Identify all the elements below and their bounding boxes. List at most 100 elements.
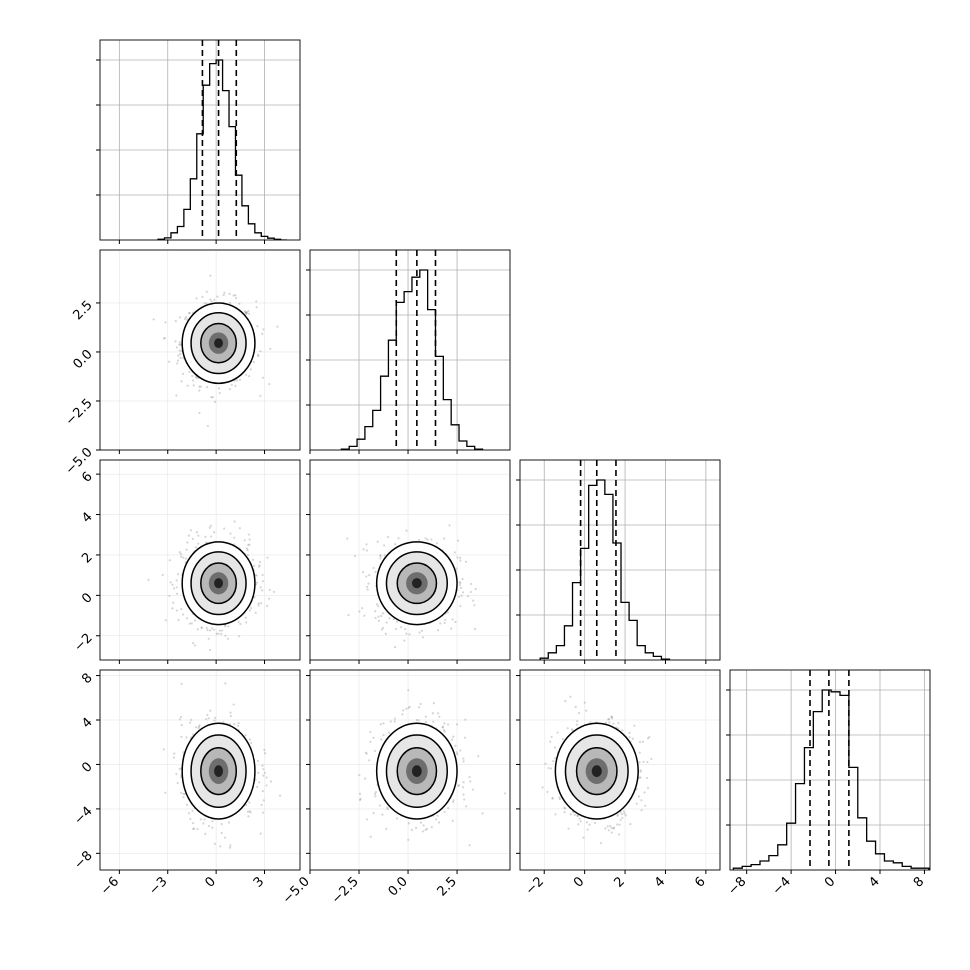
scatter-point bbox=[208, 648, 212, 651]
scatter-point bbox=[211, 396, 214, 399]
scatter-point bbox=[616, 814, 619, 817]
scatter-point bbox=[638, 740, 642, 743]
scatter-point bbox=[399, 626, 403, 629]
contour-1 bbox=[190, 734, 247, 809]
scatter-point bbox=[374, 795, 377, 798]
scatter-point bbox=[213, 719, 216, 722]
scatter-point bbox=[258, 564, 261, 567]
scatter-point bbox=[453, 551, 456, 554]
scatter-point bbox=[255, 581, 259, 584]
scatter-point bbox=[386, 535, 389, 539]
panel-frame bbox=[519, 669, 721, 871]
scatter-point bbox=[257, 354, 260, 358]
scatter-point bbox=[246, 549, 249, 552]
scatter-point bbox=[196, 827, 199, 831]
scatter-point bbox=[147, 578, 150, 581]
scatter-point bbox=[639, 770, 642, 773]
scatter-point bbox=[554, 746, 557, 749]
scatter-point bbox=[183, 792, 186, 796]
x-tick-label: 2 bbox=[611, 874, 627, 890]
scatter-point bbox=[224, 682, 227, 685]
scatter-point bbox=[206, 629, 209, 632]
scatter-point bbox=[392, 618, 395, 621]
scatter-point bbox=[168, 594, 171, 598]
scatter-point bbox=[185, 736, 188, 739]
scatter-point bbox=[624, 814, 627, 817]
scatter-point bbox=[618, 833, 621, 836]
scatter-point bbox=[365, 549, 369, 552]
scatter-point bbox=[257, 565, 261, 568]
scatter-point bbox=[205, 302, 208, 305]
scatter-point bbox=[382, 626, 385, 630]
scatter-point bbox=[372, 812, 375, 815]
scatter-point bbox=[255, 300, 258, 303]
scatter-point bbox=[442, 728, 445, 732]
scatter-point bbox=[244, 311, 247, 314]
scatter-point bbox=[206, 713, 209, 716]
scatter-point bbox=[616, 823, 619, 826]
scatter-point bbox=[443, 730, 446, 733]
scatter-point bbox=[249, 368, 252, 371]
scatter-point bbox=[417, 538, 421, 542]
scatter-point bbox=[198, 724, 201, 727]
scatter-point bbox=[191, 809, 194, 813]
scatter-point bbox=[163, 337, 166, 340]
scatter-point bbox=[582, 836, 585, 839]
scatter-point bbox=[244, 311, 248, 315]
x-tick-label: 4 bbox=[652, 874, 668, 890]
contour-1 bbox=[190, 551, 247, 616]
scatter-point bbox=[244, 734, 247, 737]
scatter-point bbox=[238, 635, 241, 638]
histogram-panel-0 bbox=[96, 39, 301, 244]
scatter-point bbox=[195, 297, 198, 300]
scatter-point bbox=[198, 411, 201, 415]
histogram-panel-2 bbox=[516, 459, 721, 664]
scatter-point bbox=[463, 798, 466, 801]
scatter-point bbox=[382, 612, 385, 615]
scatter-point bbox=[419, 821, 422, 824]
scatter-point bbox=[191, 379, 195, 382]
scatter-point bbox=[259, 832, 262, 835]
scatter-point bbox=[641, 740, 645, 743]
scatter-point bbox=[174, 340, 177, 343]
scatter-point bbox=[178, 551, 181, 554]
scatter-point bbox=[257, 602, 260, 605]
scatter-point bbox=[372, 736, 375, 739]
scatter-point bbox=[169, 581, 172, 584]
scatter-point bbox=[192, 827, 195, 830]
scatter-point bbox=[209, 524, 213, 527]
scatter-point bbox=[374, 790, 378, 794]
scatter-point bbox=[458, 581, 461, 584]
histogram-step-0 bbox=[157, 59, 288, 240]
scatter-point bbox=[265, 784, 268, 787]
scatter-point bbox=[163, 337, 166, 340]
scatter-point bbox=[173, 752, 176, 755]
scatter-point bbox=[561, 737, 565, 741]
scatter-point bbox=[553, 757, 557, 760]
scatter-point bbox=[620, 812, 623, 816]
scatter-point bbox=[407, 706, 410, 709]
scatter-point bbox=[393, 717, 397, 720]
scatter-point bbox=[217, 632, 220, 635]
scatter-point bbox=[377, 619, 381, 622]
contour-0 bbox=[181, 722, 256, 820]
scatter-point bbox=[177, 573, 180, 576]
scatter-point bbox=[473, 604, 476, 607]
scatter-point bbox=[180, 380, 183, 383]
scatter-point bbox=[386, 806, 389, 809]
scatter-point bbox=[269, 780, 273, 783]
scatter-point bbox=[439, 622, 442, 625]
contour-1 bbox=[385, 734, 449, 809]
scatter-point bbox=[175, 592, 179, 595]
scatter-point bbox=[215, 632, 218, 635]
scatter-point bbox=[233, 722, 236, 726]
scatter-point bbox=[424, 828, 427, 832]
scatter-point bbox=[179, 552, 183, 556]
scatter-point bbox=[367, 582, 370, 585]
scatter-point bbox=[443, 537, 446, 540]
scatter-point bbox=[436, 814, 439, 817]
histogram-step-3 bbox=[732, 689, 930, 870]
scatter-point bbox=[549, 740, 552, 743]
scatter-point bbox=[576, 720, 579, 723]
